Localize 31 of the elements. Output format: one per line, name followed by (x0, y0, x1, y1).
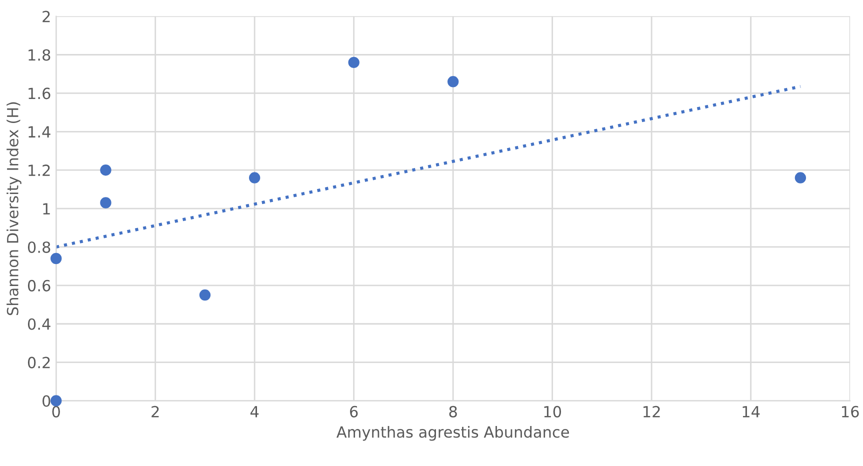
y-tick-label: 0 (42, 395, 50, 407)
point (50, 395, 62, 406)
y-tick-label: 0.2 (28, 356, 50, 368)
x-tick-label: 8 (449, 406, 457, 418)
point (50, 252, 62, 264)
x-tick-label: 12 (644, 406, 660, 418)
point (248, 172, 260, 184)
point (794, 172, 806, 184)
y-tick-label: 1.8 (28, 49, 50, 61)
x-axis-title: Amynthas agrestis Abundance (336, 426, 569, 441)
y-axis-title: Shannon Diversity Index (H) (6, 102, 22, 316)
x-tick-label: 14 (742, 406, 760, 418)
y-tick-label: 0.4 (28, 318, 50, 330)
point (348, 56, 360, 68)
y-tick-label: 1.4 (28, 126, 50, 138)
x-tick-label: 16 (842, 406, 859, 418)
y-tick-label: 0.6 (28, 280, 50, 292)
point (100, 197, 112, 208)
point (100, 164, 112, 176)
y-tick-label: 0.8 (28, 241, 50, 253)
x-tick-label: 2 (152, 406, 159, 418)
x-tick-label: 4 (250, 406, 259, 418)
x-tick-label: 0 (52, 406, 60, 418)
y-tick-label: 1.2 (28, 164, 50, 176)
y-tick-label: 2 (42, 10, 50, 22)
point (447, 76, 459, 88)
x-tick-label: 10 (544, 406, 562, 418)
y-tick-label: 1.6 (28, 88, 50, 100)
point (199, 289, 211, 301)
y-tick-label: 1 (43, 203, 50, 214)
x-tick-label: 6 (350, 406, 358, 418)
